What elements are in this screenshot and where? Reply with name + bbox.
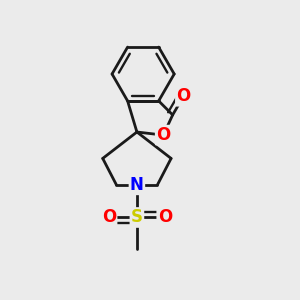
Text: N: N [130, 176, 144, 194]
Text: S: S [131, 208, 143, 226]
Text: O: O [158, 208, 172, 226]
Text: O: O [102, 208, 116, 226]
Text: O: O [156, 126, 170, 144]
Text: O: O [176, 87, 191, 105]
